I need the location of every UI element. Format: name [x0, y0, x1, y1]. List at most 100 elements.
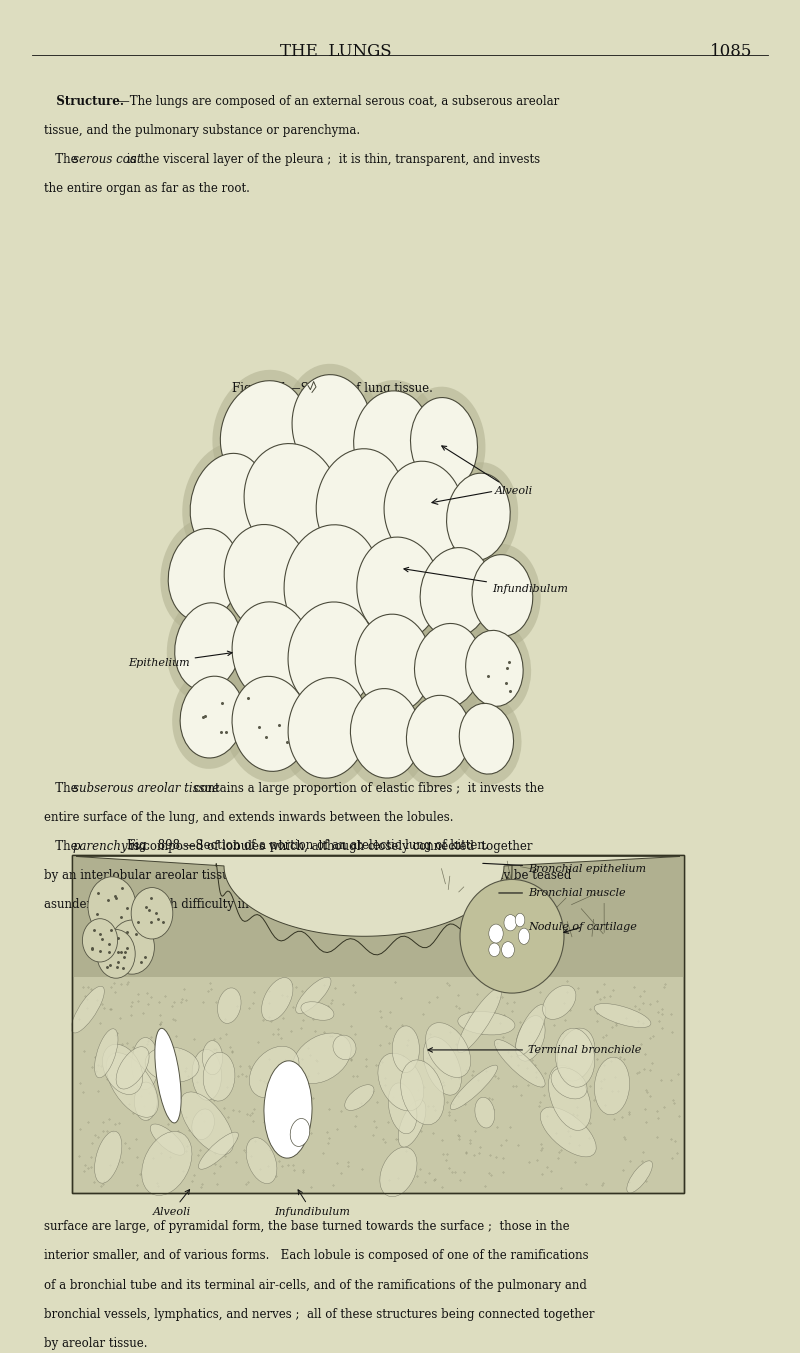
Ellipse shape: [284, 364, 380, 488]
Text: Fig.  898.—Section of a portion of an atelectic lung of kitten.: Fig. 898.—Section of a portion of an ate…: [127, 839, 489, 852]
Ellipse shape: [97, 930, 135, 978]
Text: THE  LUNGS: THE LUNGS: [280, 43, 392, 61]
Ellipse shape: [134, 1082, 158, 1120]
Ellipse shape: [626, 1161, 653, 1193]
Ellipse shape: [412, 537, 500, 648]
Ellipse shape: [515, 913, 525, 927]
Ellipse shape: [540, 1107, 596, 1157]
Ellipse shape: [410, 398, 478, 490]
Ellipse shape: [345, 1085, 374, 1111]
Ellipse shape: [388, 1082, 417, 1134]
Text: bronchial vessels, lymphatics, and nerves ;  all of these structures being conne: bronchial vessels, lymphatics, and nerve…: [44, 1307, 594, 1321]
Ellipse shape: [155, 1028, 181, 1123]
Ellipse shape: [451, 693, 522, 785]
Text: Infundibulum: Infundibulum: [274, 1189, 350, 1216]
Ellipse shape: [301, 1001, 334, 1020]
Ellipse shape: [384, 461, 464, 561]
Ellipse shape: [489, 943, 500, 957]
Ellipse shape: [459, 704, 514, 774]
Ellipse shape: [262, 977, 293, 1022]
Ellipse shape: [354, 391, 430, 488]
Ellipse shape: [232, 676, 309, 771]
Ellipse shape: [182, 442, 274, 564]
Ellipse shape: [224, 591, 320, 713]
Text: Fig.  897.—Section of lung tissue.: Fig. 897.—Section of lung tissue.: [231, 382, 433, 395]
Ellipse shape: [145, 1047, 199, 1082]
Ellipse shape: [220, 380, 308, 486]
Ellipse shape: [131, 888, 173, 939]
Ellipse shape: [504, 915, 517, 931]
Ellipse shape: [380, 1147, 417, 1196]
Text: Alveoli: Alveoli: [153, 1189, 191, 1216]
Text: serous coat: serous coat: [73, 153, 142, 166]
Ellipse shape: [172, 666, 252, 769]
Ellipse shape: [357, 537, 440, 640]
Text: Bronchial epithelium: Bronchial epithelium: [482, 863, 646, 874]
Bar: [72, 855, 684, 977]
Bar: [72, 855, 684, 1193]
Ellipse shape: [557, 1028, 594, 1081]
Ellipse shape: [150, 1124, 185, 1155]
Ellipse shape: [450, 1065, 498, 1109]
Ellipse shape: [401, 1059, 444, 1124]
Ellipse shape: [518, 928, 530, 944]
Ellipse shape: [466, 630, 523, 706]
Text: is the visceral layer of the pleura ;  it is thin, transparent, and invests: is the visceral layer of the pleura ; it…: [123, 153, 540, 166]
Ellipse shape: [212, 369, 316, 497]
Text: Epithelium: Epithelium: [128, 651, 232, 668]
Ellipse shape: [398, 685, 478, 787]
Ellipse shape: [284, 525, 380, 644]
Ellipse shape: [174, 603, 242, 690]
Ellipse shape: [203, 1053, 235, 1101]
Ellipse shape: [102, 1045, 142, 1095]
Ellipse shape: [280, 667, 376, 789]
Ellipse shape: [132, 1038, 158, 1089]
Ellipse shape: [293, 1034, 351, 1084]
Text: entire surface of the lung, and extends inwards between the lobules.: entire surface of the lung, and extends …: [44, 812, 454, 824]
Ellipse shape: [426, 1023, 470, 1077]
Ellipse shape: [160, 518, 248, 632]
Ellipse shape: [460, 879, 564, 993]
Ellipse shape: [458, 988, 502, 1053]
Ellipse shape: [88, 877, 136, 936]
Ellipse shape: [232, 602, 312, 702]
Ellipse shape: [350, 689, 421, 778]
Ellipse shape: [224, 666, 317, 782]
Text: tissue, and the pulmonary substance or parenchyma.: tissue, and the pulmonary substance or p…: [44, 123, 360, 137]
Ellipse shape: [246, 1138, 277, 1184]
Text: is composed of lobules which, although closely connected  together: is composed of lobules which, although c…: [126, 840, 533, 854]
Ellipse shape: [224, 525, 312, 633]
Ellipse shape: [346, 380, 438, 499]
Ellipse shape: [292, 375, 372, 478]
Ellipse shape: [406, 613, 490, 718]
Ellipse shape: [82, 919, 118, 962]
Ellipse shape: [594, 1057, 630, 1115]
Ellipse shape: [406, 695, 470, 777]
Ellipse shape: [378, 1053, 424, 1111]
Bar: [72, 855, 684, 1193]
Ellipse shape: [502, 942, 514, 958]
Ellipse shape: [280, 591, 384, 721]
Ellipse shape: [594, 1004, 651, 1027]
Ellipse shape: [420, 548, 492, 637]
Ellipse shape: [288, 602, 376, 710]
Ellipse shape: [515, 1005, 546, 1055]
Ellipse shape: [190, 453, 266, 553]
Ellipse shape: [236, 433, 348, 568]
Ellipse shape: [316, 449, 404, 557]
Ellipse shape: [166, 591, 250, 702]
Ellipse shape: [250, 1046, 299, 1097]
Ellipse shape: [180, 676, 244, 758]
Text: —The lungs are composed of an external serous coat, a subserous areolar: —The lungs are composed of an external s…: [118, 95, 559, 108]
Ellipse shape: [264, 1061, 312, 1158]
Ellipse shape: [414, 624, 482, 708]
Ellipse shape: [472, 555, 533, 636]
Text: asunder without much difficulty in the foetus.  The lobules vary in size :  thos: asunder without much difficulty in the f…: [44, 898, 552, 912]
Ellipse shape: [342, 678, 429, 789]
Ellipse shape: [296, 977, 331, 1013]
Ellipse shape: [555, 1028, 594, 1088]
Text: Bronchial muscle: Bronchial muscle: [498, 888, 626, 898]
Text: Infundibulum: Infundibulum: [404, 567, 568, 594]
Polygon shape: [76, 856, 680, 936]
Ellipse shape: [216, 514, 320, 644]
